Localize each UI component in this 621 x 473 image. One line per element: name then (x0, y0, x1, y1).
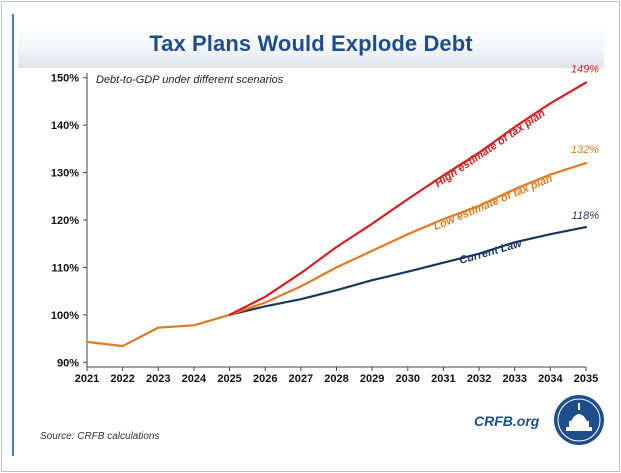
chart-axes: 90% 100% 110% 120% 130% 140% 150% 2021 2022 2023 2… (51, 73, 598, 385)
end-value-label: 118% (572, 210, 600, 222)
chart-subtitle: Debt-to-GDP under different scenarios (96, 74, 284, 86)
logo-inner-ring (557, 398, 601, 442)
x-tick-label: 2023 (146, 373, 170, 385)
logo-base (566, 427, 592, 431)
series-label-high-estimate-of-tax-plan: High estimate of tax plan (433, 107, 548, 190)
logo-body (569, 421, 589, 427)
series-line-current-law (228, 226, 588, 316)
x-tick-label: 2028 (324, 373, 348, 385)
accent-bar (12, 14, 14, 456)
x-tick-label: 2035 (574, 373, 598, 385)
x-tick-label: 2030 (396, 373, 420, 385)
x-tick-label: 2021 (75, 373, 99, 385)
source-note: Source: CRFB calculations (40, 431, 160, 442)
x-tick-label: 2033 (502, 373, 526, 385)
x-tick-label: 2025 (217, 373, 241, 385)
y-tick-label: 110% (51, 262, 79, 274)
y-tick-label: 90% (57, 357, 79, 369)
x-tick-label: 2029 (360, 373, 384, 385)
brand-text[interactable]: CRFB.org (474, 413, 540, 429)
x-tick-label: 2022 (110, 373, 134, 385)
series-label-current-law: Current Law (458, 237, 524, 267)
series-line-high-estimate-of-tax-plan (228, 81, 588, 316)
chart-series (85, 81, 588, 348)
y-tick-label: 130% (51, 168, 79, 180)
end-value-label: 149% (571, 63, 599, 75)
y-tick-label: 140% (51, 120, 79, 132)
x-tick-label: 2031 (431, 373, 455, 385)
x-tick-label: 2026 (253, 373, 277, 385)
x-tick-label: 2027 (289, 373, 313, 385)
y-tick-label: 150% (51, 73, 79, 85)
crfb-logo-icon (554, 395, 604, 445)
y-tick-label: 100% (51, 310, 79, 322)
y-tick-label: 120% (51, 215, 79, 227)
chart-labels: Debt-to-GDP under different scenarios 118… (96, 63, 599, 266)
x-tick-label: 2024 (182, 373, 207, 385)
chart-title: Tax Plans Would Explode Debt (149, 31, 473, 56)
series-line-low-estimate-of-tax-plan (85, 162, 588, 348)
x-tick-label: 2034 (538, 373, 563, 385)
x-tick-label: 2032 (467, 373, 491, 385)
end-value-label: 132% (571, 144, 599, 156)
logo-spire (578, 403, 580, 410)
logo-dome (571, 414, 587, 421)
title-band: Tax Plans Would Explode Debt (18, 22, 604, 68)
